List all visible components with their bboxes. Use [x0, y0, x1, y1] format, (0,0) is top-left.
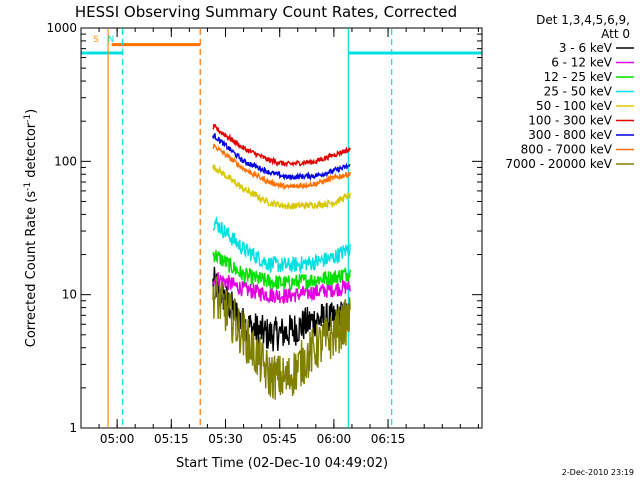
y-axis-label-part2: detector — [24, 122, 39, 182]
legend-entry-label: 300 - 800 keV — [528, 128, 612, 142]
series-line — [212, 272, 351, 305]
legend-entry-label: 100 - 300 keV — [528, 114, 612, 128]
x-axis-label: Start Time (02-Dec-10 04:49:02) — [176, 456, 388, 471]
y-tick-label: 1000 — [46, 21, 77, 35]
series-line — [212, 164, 351, 211]
legend-entry-label: 800 - 7000 keV — [521, 143, 613, 157]
legend-header-detectors: Det 1,3,4,5,6,9, — [536, 13, 630, 27]
y-tick-label: 100 — [54, 154, 77, 168]
x-tick-label: 06:15 — [371, 432, 406, 446]
footer-timestamp: 2-Dec-2010 23:19 — [562, 468, 634, 477]
x-tick-label: 05:30 — [208, 432, 243, 446]
x-axis: 05:00 05:15 05:30 05:45 06:00 06:15 — [80, 28, 479, 446]
x-tick-label: 05:15 — [154, 432, 189, 446]
series-line — [212, 249, 351, 291]
legend-entry-label: 12 - 25 keV — [544, 70, 613, 84]
legend-entry-label: 50 - 100 keV — [536, 99, 613, 113]
x-tick-label: 05:45 — [262, 432, 297, 446]
chart-title: HESSI Observing Summary Count Rates, Cor… — [75, 3, 457, 21]
marker-label: S — [93, 35, 99, 45]
series-line — [212, 215, 351, 274]
y-tick-label: 10 — [62, 288, 77, 302]
y-axis-label: Corrected Count Rate (s-1 detector-1) — [23, 109, 39, 347]
legend-entry-label: 3 - 6 keV — [559, 41, 613, 55]
y-axis-label-part3: ) — [24, 109, 39, 114]
y-axis-label-part1: Corrected Count Rate (s — [24, 191, 39, 348]
plot-frame — [80, 27, 483, 429]
y-tick-label: 1 — [69, 421, 77, 435]
x-tick-label: 05:00 — [100, 432, 135, 446]
legend-entry-label: 25 - 50 keV — [544, 85, 613, 99]
series-line — [212, 143, 351, 191]
marker-label: N — [108, 35, 115, 45]
y-axis-label-sup1: -1 — [23, 182, 33, 191]
series-line — [212, 123, 351, 168]
y-axis-label-sup2: -1 — [23, 114, 33, 123]
legend-entry-label: 7000 - 20000 keV — [505, 157, 612, 171]
legend-entry-label: 6 - 12 keV — [551, 56, 613, 70]
series-line — [212, 276, 351, 400]
series-line — [212, 133, 351, 182]
x-tick-label: 06:00 — [317, 432, 352, 446]
y-axis: 1 10 100 1000 — [46, 21, 482, 435]
legend-header-attenuator: Att 0 — [601, 27, 630, 41]
